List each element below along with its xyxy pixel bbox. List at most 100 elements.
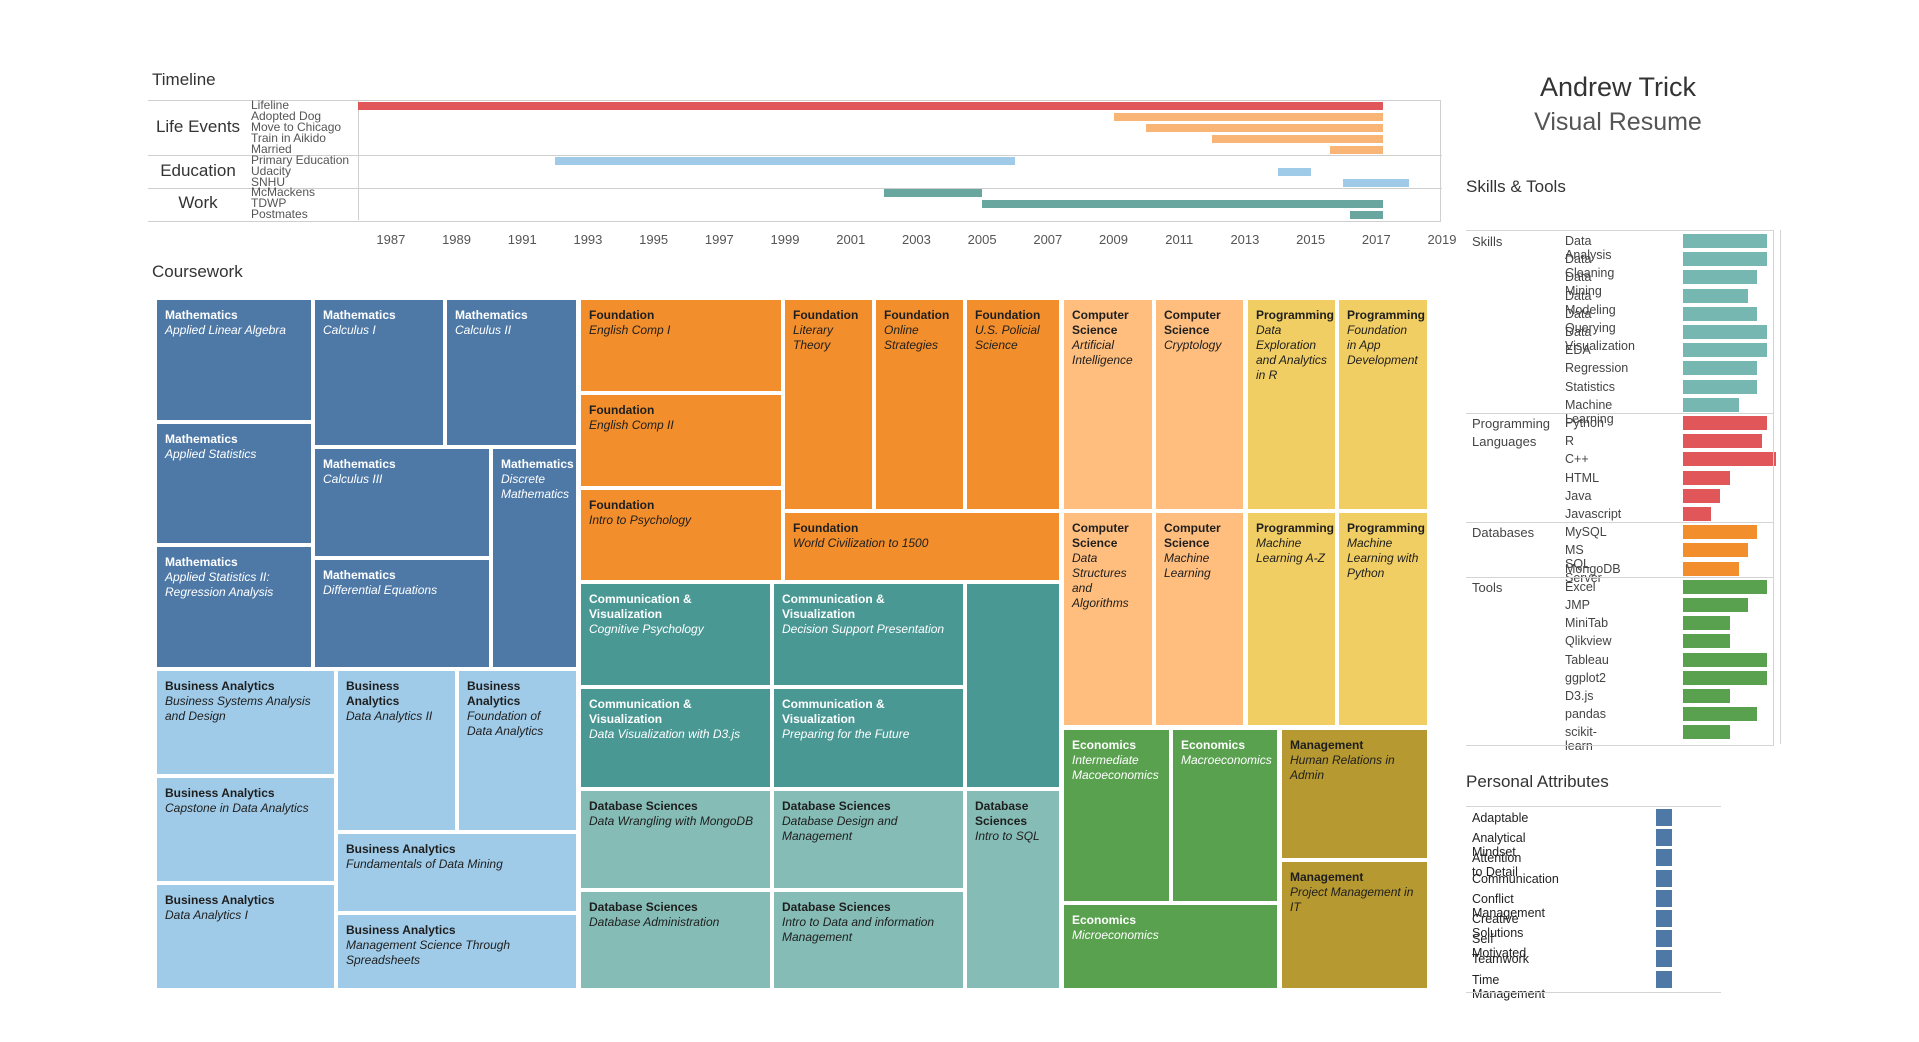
treemap-cell: Business Analytics Data Analytics I	[155, 883, 336, 990]
treemap-category: Mathematics	[165, 308, 238, 322]
timeline-frame	[148, 100, 1441, 222]
treemap-category: Economics	[1072, 913, 1137, 927]
attribute-marker	[1656, 869, 1672, 887]
treemap-cell: Foundation English Comp I	[579, 298, 783, 393]
treemap-course: Literary Theory	[793, 323, 834, 352]
skills-bar	[1683, 434, 1763, 449]
treemap-category: Economics	[1181, 738, 1246, 752]
treemap-cell: Programming Machine Learning A-Z	[1246, 511, 1337, 727]
treemap-cell: Business Analytics Business Systems Analy…	[155, 669, 336, 776]
treemap-cell: Foundation Online Strategies	[874, 298, 965, 511]
treemap-cell: Mathematics Applied Statistics	[155, 422, 313, 545]
skills-category-label: Programming Languages	[1472, 416, 1551, 449]
skills-bar	[1683, 543, 1749, 558]
treemap-category: Communication & Visualization	[782, 592, 885, 621]
attributes-bottom-line	[1466, 991, 1721, 993]
treemap-cell: Mathematics Applied Statistics II: Regres…	[155, 545, 313, 669]
treemap-category: Foundation	[793, 308, 859, 322]
skills-bar	[1683, 416, 1767, 430]
timeline-tick-label: 1997	[704, 232, 734, 247]
skills-item-label: Python	[1565, 416, 1604, 430]
skills-item-label: Machine Learning	[1565, 397, 1614, 426]
skills-item-label: Statistics	[1565, 379, 1616, 394]
timeline-group-label: Life Events	[155, 116, 241, 136]
skills-item-label: R	[1565, 434, 1575, 449]
timeline-item-label: Adopted Dog	[251, 108, 322, 123]
timeline-tick-label: 2017	[1361, 232, 1391, 247]
attribute-marker	[1656, 970, 1672, 988]
treemap-category: Foundation	[589, 308, 655, 322]
treemap-category: Database Sciences	[782, 799, 891, 813]
timeline-chart: Life Events Lifeline Adopted Dog Move to Ch…	[148, 99, 1456, 247]
attribute-label: Analytical Mindset	[1472, 831, 1526, 860]
treemap-cell: Communication & Visualization Cognitive P…	[579, 582, 772, 687]
treemap-cell: Foundation World Civilization to 1500	[783, 511, 1061, 582]
treemap-cell: Economics Intermediate Macoeconomics	[1062, 728, 1171, 903]
timeline-item-label: Udacity	[251, 163, 292, 178]
attribute-label: Time Management	[1472, 972, 1545, 1001]
treemap-cell: Database Sciences Database Administration	[579, 890, 772, 990]
resume-subtitle: Visual Resume	[1534, 108, 1702, 136]
treemap-cell: Programming Foundation in App Development	[1337, 298, 1429, 511]
treemap-cell: Computer Science Machine Learning	[1154, 511, 1245, 727]
treemap-course: English Comp II	[589, 418, 674, 432]
treemap-course: Database Administration	[589, 915, 720, 929]
treemap-category: Foundation	[589, 498, 655, 512]
treemap-category: Computer Science	[1072, 308, 1129, 337]
treemap-course: Decision Support Presentation	[782, 622, 945, 636]
timeline-title: Timeline	[152, 70, 216, 89]
treemap-category: Business Analytics	[165, 679, 275, 693]
treemap-category: Foundation	[884, 308, 950, 322]
treemap-category: Mathematics	[455, 308, 528, 322]
skills-bar	[1683, 379, 1758, 394]
treemap-category: Programming	[1347, 521, 1426, 535]
attribute-marker	[1656, 889, 1672, 907]
treemap-category: Business Analytics	[165, 893, 275, 907]
timeline-bar	[1212, 134, 1383, 143]
treemap-category: Computer Science	[1072, 521, 1129, 550]
skills-item-label: MiniTab	[1565, 616, 1609, 631]
timeline-tick-label: 2005	[967, 232, 997, 247]
timeline-tick-label: 1989	[442, 232, 471, 247]
timeline-tick-label: 2009	[1099, 232, 1128, 247]
treemap-course: Cryptology	[1164, 338, 1222, 352]
timeline-tick-label: 2013	[1230, 232, 1260, 247]
timeline-bar	[1277, 167, 1311, 176]
skills-bar-area-right	[1780, 230, 1781, 744]
treemap-course: Human Relations in Admin	[1290, 753, 1395, 782]
treemap-course: Applied Linear Algebra	[165, 323, 286, 337]
timeline-bar	[1350, 210, 1383, 219]
treemap-cell: Business Analytics Fundamentals of Data M…	[336, 832, 578, 913]
skills-bar	[1683, 507, 1711, 521]
skills-bar	[1683, 707, 1758, 722]
treemap-course: Database Design and Management	[782, 814, 898, 843]
skills-item-label: C++	[1565, 452, 1589, 467]
skills-bar	[1683, 397, 1739, 412]
skills-bar	[1683, 343, 1767, 358]
timeline-bar	[358, 101, 1383, 110]
attribute-marker	[1656, 829, 1672, 847]
treemap-course: Applied Statistics	[165, 447, 257, 461]
resume-name: Andrew Trick	[1539, 72, 1697, 102]
skills-item-label: MS SQL Server	[1565, 543, 1602, 586]
treemap-course: English Comp I	[589, 323, 671, 337]
treemap-category: Management	[1290, 738, 1364, 752]
treemap-course: Fundamentals of Data Mining	[346, 857, 503, 871]
treemap-cell	[965, 582, 1061, 789]
treemap-cell: Business Analytics Data Analytics II	[336, 669, 457, 832]
treemap-category: Foundation	[793, 521, 859, 535]
attribute-label: Teamwork	[1472, 952, 1529, 967]
treemap-course: Business Systems Analysis and Design	[165, 694, 311, 723]
timeline-tick-label: 2001	[836, 232, 866, 247]
timeline-tick-label: 2019	[1427, 232, 1457, 247]
treemap-cell: Economics Microeconomics	[1062, 903, 1279, 990]
attribute-label: Attention to Detail	[1472, 851, 1522, 880]
treemap-course: U.S. Policial Science	[975, 323, 1040, 352]
skills-item-label: Javascript	[1565, 507, 1622, 521]
skills-bar	[1683, 488, 1721, 503]
timeline-item-label: Primary Education	[251, 152, 350, 167]
skills-item-label: Qlikview	[1565, 634, 1612, 649]
treemap-course: Data Wrangling with MongoDB	[589, 814, 754, 828]
treemap-course: Intro to Psychology	[589, 513, 692, 527]
treemap-cell: Management Project Management in IT	[1280, 860, 1429, 990]
